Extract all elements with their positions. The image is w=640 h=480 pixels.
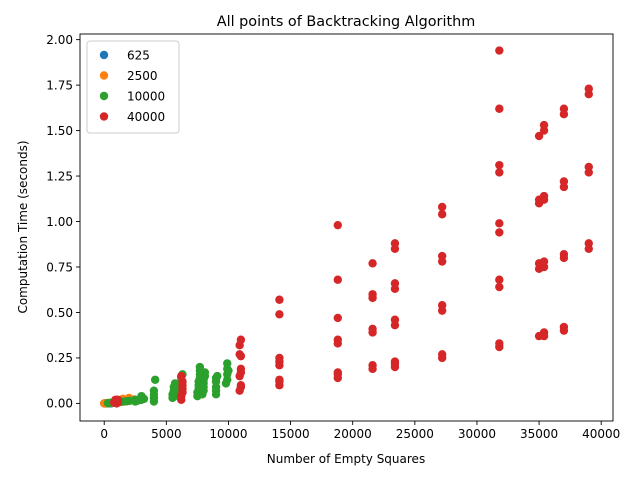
- point-series-10000-59: [224, 366, 233, 375]
- y-tick-label-4: 1.00: [46, 215, 73, 229]
- legend-marker-625: [99, 50, 109, 60]
- point-series-40000-68: [495, 275, 504, 284]
- point-series-40000-20: [236, 364, 246, 374]
- plot-frame: [79, 33, 614, 422]
- point-series-40000-74: [495, 46, 504, 55]
- point-series-40000-90: [559, 322, 569, 332]
- x-tick-label-1: 5000: [151, 427, 182, 441]
- point-series-40000-73: [495, 104, 504, 113]
- point-series-40000-24: [236, 335, 246, 344]
- y-axis: 0.00 0.25 0.50 0.75 1.00 1.25 1.50 1.75 2.00: [46, 33, 80, 411]
- legend-items: 625 2500 10000 40000: [99, 48, 165, 124]
- point-series-40000-30: [275, 353, 284, 363]
- point-series-40000-88: [539, 120, 549, 130]
- y-tick-label-2: 0.50: [46, 306, 73, 320]
- point-series-40000-98: [584, 239, 593, 248]
- point-series-40000-32: [275, 295, 284, 304]
- point-series-40000-92: [559, 250, 569, 259]
- points-layer: [100, 46, 593, 408]
- point-series-40000-80: [534, 131, 544, 141]
- point-series-40000-27: [275, 375, 284, 384]
- point-series-40000-38: [333, 313, 342, 323]
- point-series-40000-35: [333, 368, 342, 377]
- point-series-40000-69: [495, 228, 504, 237]
- x-axis-label: Number of Empty Squares: [267, 452, 425, 466]
- point-series-10000-53: [213, 371, 222, 381]
- point-series-40000-52: [390, 315, 400, 324]
- point-series-40000-67: [495, 282, 504, 292]
- point-series-10000-40: [195, 362, 205, 372]
- point-series-10000-18: [149, 386, 159, 395]
- point-series-40000-47: [368, 259, 377, 268]
- point-series-40000-102: [584, 84, 593, 93]
- point-series-40000-40: [333, 220, 342, 230]
- point-series-40000-22: [236, 351, 246, 361]
- point-series-10000-58: [223, 359, 232, 368]
- point-series-40000-72: [495, 160, 504, 170]
- point-series-10000-7: [124, 396, 134, 406]
- point-series-40000-60: [437, 300, 447, 310]
- legend-label-2500: 2500: [127, 69, 158, 83]
- y-tick-label-0: 0.00: [46, 397, 73, 411]
- point-series-40000-42: [368, 361, 377, 370]
- x-tick-label-2: 10000: [209, 427, 247, 441]
- legend-marker-40000: [99, 112, 109, 121]
- point-series-40000-62: [437, 251, 447, 261]
- point-series-40000-37: [333, 335, 342, 344]
- y-tick-label-7: 1.75: [46, 78, 73, 92]
- point-series-10000-19: [150, 375, 160, 384]
- point-series-40000-82: [539, 328, 549, 337]
- point-series-40000-94: [559, 177, 569, 186]
- point-series-40000-58: [437, 350, 447, 359]
- point-series-40000-31: [275, 310, 284, 319]
- x-axis: 0 5000 10000 15000 20000 25000 30000 35000 40000: [100, 421, 620, 441]
- y-axis-label: Computation Time (seconds): [16, 140, 30, 313]
- point-series-40000-17: [236, 381, 246, 390]
- point-series-40000-7: [113, 395, 123, 404]
- point-series-40000-44: [368, 324, 377, 334]
- point-series-40000-50: [390, 357, 400, 366]
- y-tick-label-5: 1.25: [46, 169, 73, 183]
- x-tick-label-7: 35000: [520, 427, 558, 441]
- legend-label-40000: 40000: [127, 110, 165, 124]
- x-tick-label-4: 20000: [334, 427, 372, 441]
- x-tick-label-5: 25000: [396, 427, 434, 441]
- y-tick-label-6: 1.50: [46, 124, 73, 138]
- legend-marker-2500: [99, 71, 109, 80]
- y-tick-label-8: 2.00: [46, 33, 73, 47]
- point-series-40000-66: [495, 339, 504, 348]
- legend-label-625: 625: [127, 48, 150, 62]
- x-tick-label-8: 40000: [582, 427, 620, 441]
- y-tick-label-3: 0.75: [46, 260, 73, 274]
- point-series-40000-54: [390, 279, 400, 288]
- point-series-40000-100: [584, 162, 593, 172]
- point-series-40000-14: [177, 371, 186, 381]
- chart-title: All points of Backtracking Algorithm: [217, 14, 476, 30]
- point-series-40000-56: [390, 239, 400, 248]
- point-series-10000-47: [200, 368, 210, 377]
- point-series-40000-86: [539, 191, 549, 201]
- y-tick-label-1: 0.25: [46, 351, 73, 365]
- point-series-40000-39: [333, 275, 342, 284]
- legend-marker-10000: [99, 91, 109, 101]
- legend: 625 2500 10000 40000: [86, 40, 180, 134]
- point-series-40000-46: [368, 290, 377, 299]
- point-series-40000-96: [559, 104, 569, 113]
- legend-frame: [86, 40, 180, 134]
- point-series-10000-14: [137, 391, 146, 401]
- point-series-40000-84: [539, 257, 549, 266]
- point-series-40000-64: [437, 202, 447, 212]
- x-tick-label-3: 15000: [271, 427, 309, 441]
- x-tick-label-6: 30000: [458, 427, 496, 441]
- point-series-40000-71: [495, 168, 504, 177]
- legend-label-10000: 10000: [127, 89, 165, 103]
- point-series-40000-63: [437, 210, 447, 219]
- x-tick-label-0: 0: [100, 427, 108, 441]
- point-series-40000-70: [495, 219, 504, 228]
